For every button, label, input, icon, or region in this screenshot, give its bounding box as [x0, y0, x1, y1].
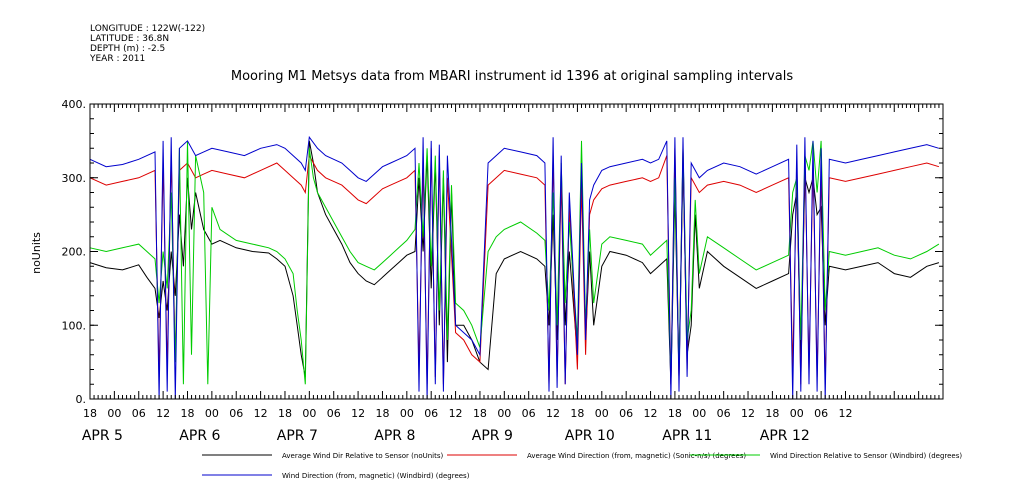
- legend: Average Wind Dir Relative to Sensor (noU…: [202, 452, 962, 480]
- series-line-3: [89, 135, 940, 400]
- legend-label-1: Average Wind Direction (from, magnetic) …: [527, 452, 746, 460]
- x-tick-label: 18: [278, 407, 292, 420]
- y-tick-label: 100.: [62, 319, 87, 332]
- chart-title: Mooring M1 Metsys data from MBARI instru…: [231, 69, 793, 84]
- x-tick-label: 00: [400, 407, 414, 420]
- x-tick-label: 12: [644, 407, 658, 420]
- x-tick-label: 06: [619, 407, 633, 420]
- x-tick-label: 12: [741, 407, 755, 420]
- x-day-label: APR 6: [179, 428, 220, 444]
- y-tick-label: 0.: [76, 393, 87, 406]
- x-tick-label: 06: [522, 407, 536, 420]
- x-tick-label: 00: [497, 407, 511, 420]
- x-tick-label: 06: [424, 407, 438, 420]
- x-tick-label: 18: [83, 407, 97, 420]
- x-tick-label: 18: [668, 407, 682, 420]
- x-tick-label: 12: [351, 407, 365, 420]
- meta-latitude: LATITUDE : 36.8N: [90, 34, 169, 44]
- x-day-label: APR 5: [82, 428, 123, 444]
- x-tick-label: 00: [790, 407, 804, 420]
- legend-label-0: Average Wind Dir Relative to Sensor (noU…: [282, 452, 443, 460]
- x-tick-label: 18: [765, 407, 779, 420]
- x-tick-label: 00: [595, 407, 609, 420]
- x-tick-label: 00: [107, 407, 121, 420]
- legend-label-3: Wind Direction (from, magnetic) (Windbir…: [282, 472, 470, 480]
- series-line-2: [89, 140, 940, 385]
- x-tick-label: 00: [692, 407, 706, 420]
- meta-depth: DEPTH (m) : -2.5: [90, 44, 165, 54]
- x-tick-label: 06: [814, 407, 828, 420]
- x-tick-label: 18: [473, 407, 487, 420]
- x-tick-label: 06: [132, 407, 146, 420]
- x-day-label: APR 7: [277, 428, 318, 444]
- x-day-label: APR 8: [374, 428, 415, 444]
- x-tick-label: 12: [546, 407, 560, 420]
- x-tick-label: 18: [570, 407, 584, 420]
- x-tick-label: 12: [254, 407, 268, 420]
- x-tick-label: 12: [449, 407, 463, 420]
- x-day-label: APR 12: [760, 428, 810, 444]
- meta-block: LONGITUDE : 122W(-122) LATITUDE : 36.8N …: [89, 24, 205, 64]
- x-tick-label: 06: [717, 407, 731, 420]
- meta-longitude: LONGITUDE : 122W(-122): [90, 24, 205, 34]
- y-tick-label: 400.: [62, 98, 87, 111]
- x-day-label: APR 9: [472, 428, 513, 444]
- axes: 0. 100. 200. 300. 400. 18 00 06 12 18 00 06 12 18 00 06…: [62, 98, 944, 444]
- x-tick-label: 12: [839, 407, 853, 420]
- x-tick-label: 00: [302, 407, 316, 420]
- x-tick-label: 12: [156, 407, 170, 420]
- y-tick-label: 300.: [62, 172, 87, 185]
- x-tick-label: 18: [180, 407, 194, 420]
- x-tick-label: 06: [229, 407, 243, 420]
- y-axis-label: noUnits: [30, 232, 43, 274]
- plot-series: [89, 135, 940, 400]
- x-tick-label: 06: [327, 407, 341, 420]
- meta-year: YEAR : 2011: [89, 54, 145, 64]
- legend-label-2: Wind Direction Relative to Sensor (Windb…: [770, 452, 962, 460]
- x-day-label: APR 10: [565, 428, 615, 444]
- x-tick-label: 00: [205, 407, 219, 420]
- y-tick-label: 200.: [62, 246, 87, 259]
- x-day-label: APR 11: [662, 428, 712, 444]
- x-tick-label: 18: [375, 407, 389, 420]
